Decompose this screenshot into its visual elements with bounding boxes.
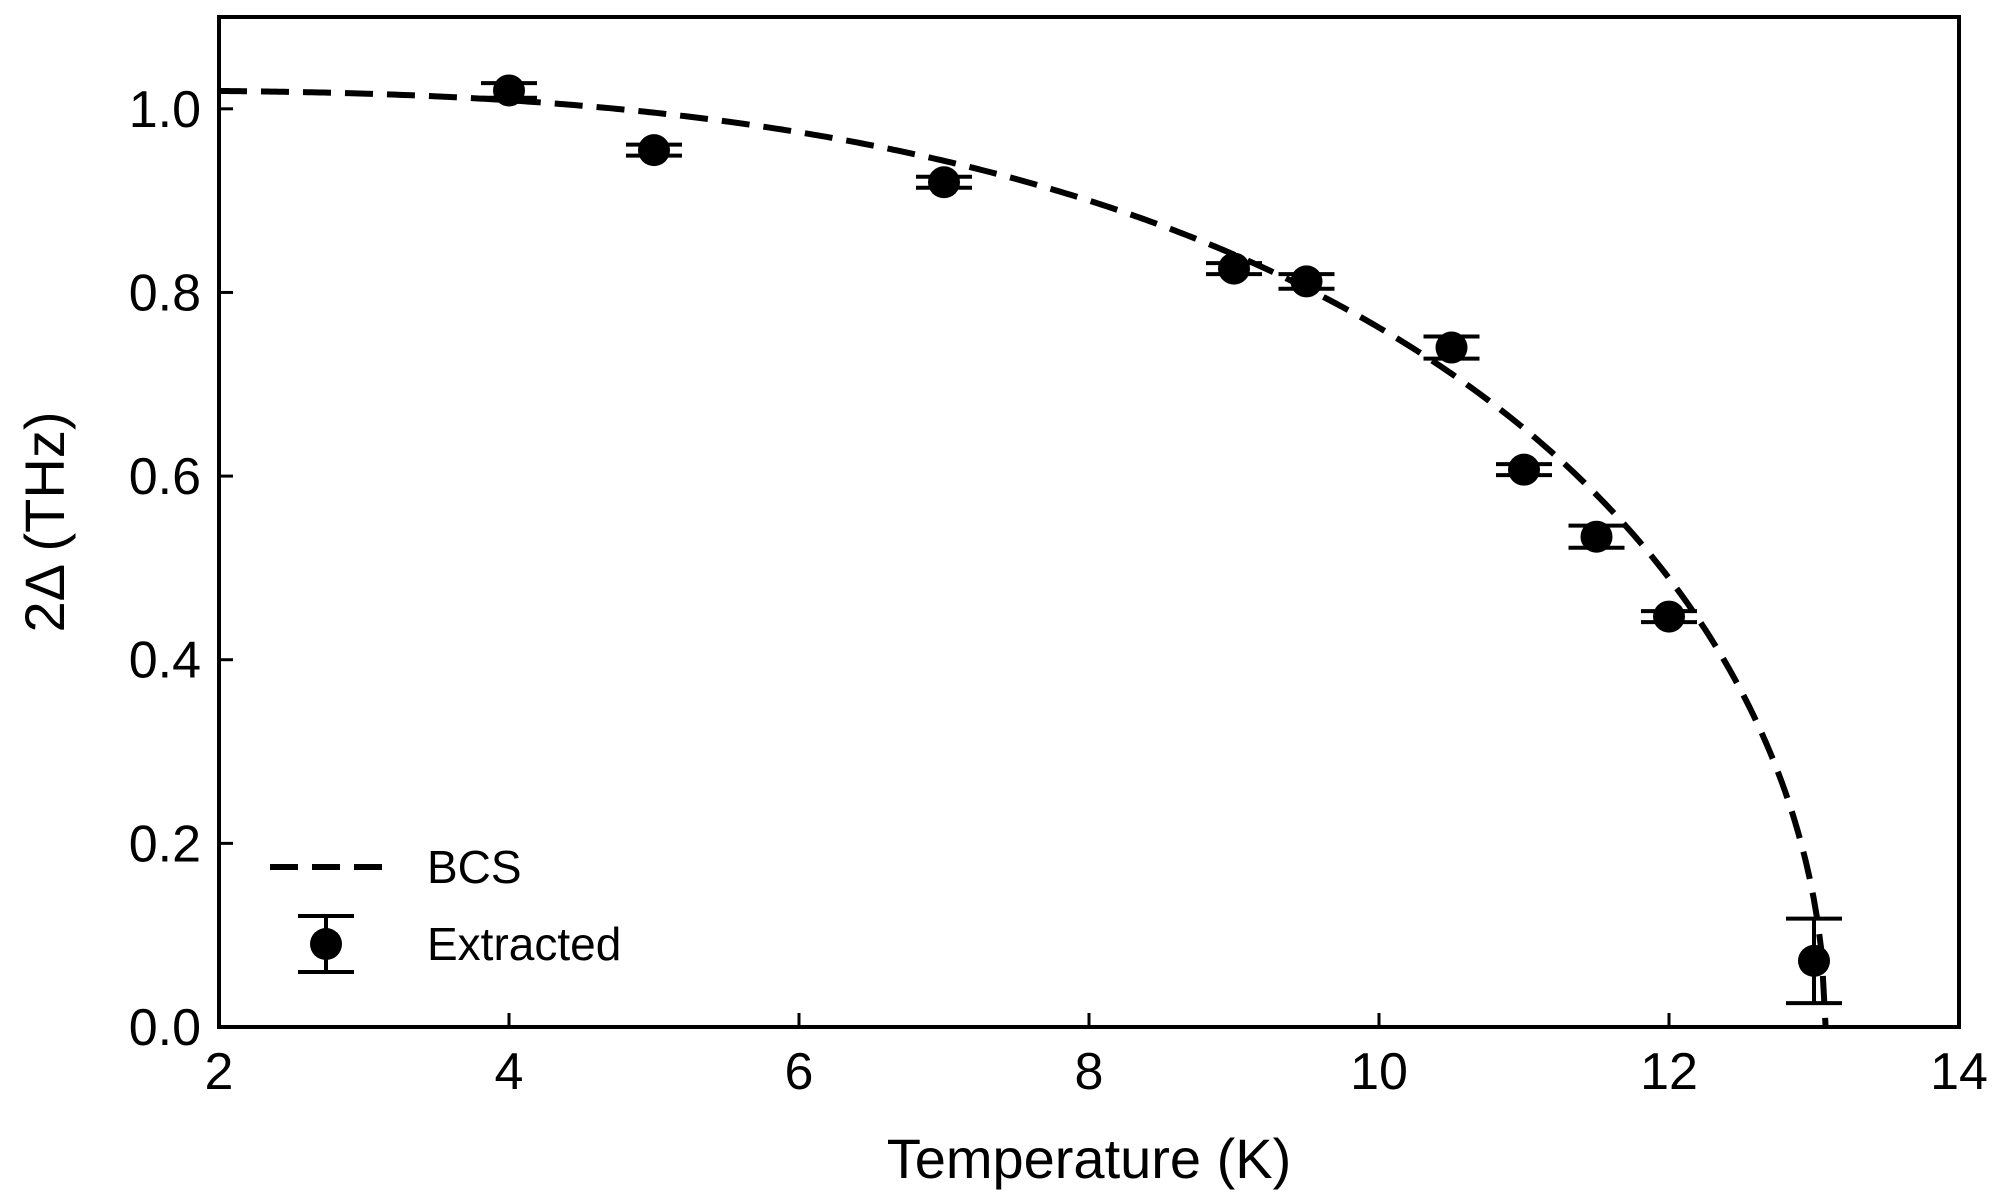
- y-axis-ticks: 0.0 0.2 0.4 0.6 0.8 1.0: [129, 81, 233, 1057]
- x-tick-label: 4: [495, 1043, 524, 1101]
- y-tick-label: 0.4: [129, 632, 201, 690]
- legend-bcs-label: BCS: [427, 841, 522, 893]
- extracted-points: [481, 74, 1842, 1006]
- data-point: [1290, 265, 1323, 298]
- data-point: [1798, 944, 1830, 977]
- y-tick-label: 0.6: [129, 448, 201, 506]
- data-point: [928, 166, 960, 199]
- x-tick-label: 6: [785, 1043, 814, 1101]
- y-tick-label: 0.0: [129, 999, 201, 1057]
- x-tick-label: 2: [205, 1043, 234, 1101]
- data-point: [1435, 331, 1468, 364]
- legend-extracted-label: Extracted: [427, 918, 621, 970]
- x-tick-label: 10: [1350, 1043, 1408, 1101]
- data-point: [1653, 600, 1685, 633]
- data-point: [638, 134, 670, 167]
- data-point: [1580, 520, 1613, 553]
- legend: BCS Extracted: [270, 841, 621, 974]
- y-tick-label: 1.0: [129, 81, 201, 139]
- x-axis-title: Temperature (K): [887, 1127, 1292, 1190]
- x-tick-label: 12: [1640, 1043, 1698, 1101]
- legend-extracted-marker: [310, 928, 342, 960]
- data-point: [493, 74, 525, 107]
- y-axis-title: 2Δ (THz): [13, 412, 76, 633]
- x-axis-ticks: 2 4 6 8 10 12 14: [205, 1013, 1988, 1101]
- x-tick-label: 8: [1075, 1043, 1104, 1101]
- data-point: [1218, 252, 1250, 285]
- y-tick-label: 0.2: [129, 815, 201, 873]
- x-tick-label: 14: [1930, 1043, 1988, 1101]
- plot-area: [217, 15, 1961, 1029]
- data-point: [1508, 453, 1540, 486]
- y-tick-label: 0.8: [129, 264, 201, 322]
